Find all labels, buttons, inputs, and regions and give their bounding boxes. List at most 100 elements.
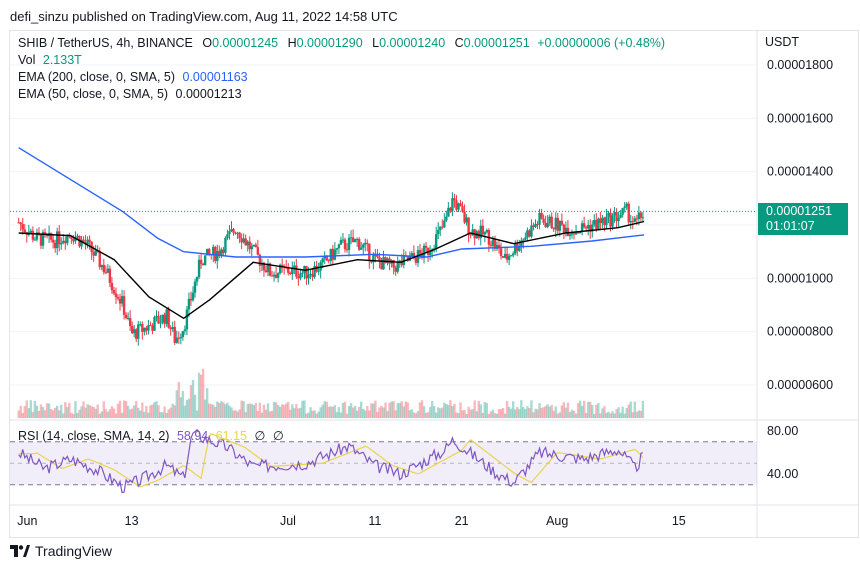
volume-bar bbox=[74, 400, 77, 418]
ema200-label[interactable]: EMA (200, close, 0, SMA, 5) bbox=[18, 70, 176, 84]
candle-body bbox=[461, 206, 464, 212]
volume-bar bbox=[455, 412, 458, 418]
candle-body bbox=[623, 206, 626, 209]
candle-body bbox=[394, 267, 397, 272]
volume-bar bbox=[124, 401, 128, 418]
volume-bar bbox=[621, 406, 624, 418]
candle-body bbox=[51, 239, 55, 243]
candle-body bbox=[299, 273, 302, 279]
candle-body bbox=[501, 256, 505, 258]
candle-body bbox=[584, 227, 588, 229]
volume-bar bbox=[341, 402, 345, 418]
candle-body bbox=[19, 222, 22, 225]
volume-bar bbox=[613, 413, 616, 418]
volume-bar bbox=[378, 407, 381, 418]
candle-body bbox=[76, 235, 79, 238]
volume-bar bbox=[266, 403, 270, 418]
volume-bar bbox=[72, 413, 75, 418]
volume-bar bbox=[104, 409, 108, 418]
vol-label[interactable]: Vol bbox=[18, 53, 36, 67]
volume-bar bbox=[576, 403, 580, 418]
volume-bar bbox=[51, 410, 55, 418]
volume-bar bbox=[116, 403, 120, 418]
ema50-label[interactable]: EMA (50, close, 0, SMA, 5) bbox=[18, 87, 169, 101]
candle-body bbox=[378, 256, 381, 262]
candle-body bbox=[550, 216, 553, 229]
volume-bar bbox=[262, 404, 266, 418]
candle-body bbox=[307, 274, 310, 279]
volume-bar bbox=[489, 411, 493, 418]
volume-bar bbox=[400, 401, 403, 418]
volume-bar bbox=[252, 405, 255, 418]
candle-body bbox=[339, 240, 343, 245]
footer-brand[interactable]: TradingView bbox=[10, 543, 112, 559]
volume-bar bbox=[339, 412, 343, 418]
candle-body bbox=[224, 237, 227, 253]
volume-bar bbox=[580, 405, 584, 418]
candle-body bbox=[544, 222, 547, 228]
rsi-ma-line bbox=[18, 432, 644, 488]
volume-bar bbox=[412, 412, 416, 418]
volume-bar bbox=[390, 401, 393, 418]
candle-body bbox=[183, 329, 187, 332]
volume-bar bbox=[70, 412, 73, 418]
ema50-value: 0.00001213 bbox=[175, 87, 242, 101]
volume-bar bbox=[278, 406, 282, 418]
candle-body bbox=[593, 219, 596, 225]
candle-body bbox=[246, 241, 249, 246]
candle-body bbox=[627, 203, 630, 223]
candle-body bbox=[370, 261, 373, 263]
volume-bar bbox=[469, 409, 472, 418]
high-label: H bbox=[287, 36, 297, 50]
volume-bar bbox=[120, 412, 124, 418]
rsi-label[interactable]: RSI (14, close, SMA, 14, 2) bbox=[18, 429, 170, 443]
volume-bar bbox=[347, 405, 351, 418]
price-tick-label: 0.00000800 bbox=[767, 325, 833, 339]
candle-body bbox=[597, 218, 600, 229]
volume-bar bbox=[151, 404, 154, 418]
candle-body bbox=[309, 273, 312, 275]
candle-body bbox=[329, 248, 333, 261]
candle-body bbox=[143, 327, 146, 332]
symbol-label[interactable]: SHIB / TetherUS, 4h, BINANCE bbox=[18, 36, 193, 50]
candle-body bbox=[384, 257, 387, 264]
candle-body bbox=[560, 220, 564, 225]
candle-body bbox=[218, 250, 221, 256]
volume-bar bbox=[60, 404, 63, 418]
volume-bar bbox=[276, 405, 280, 418]
candle-body bbox=[538, 213, 541, 225]
candle-body bbox=[303, 265, 306, 273]
candle-body bbox=[437, 229, 440, 235]
publisher-line: defi_sinzu published on TradingView.com,… bbox=[10, 9, 398, 24]
volume-bar bbox=[574, 413, 578, 418]
candle-body bbox=[232, 229, 235, 233]
candle-body bbox=[234, 232, 237, 234]
volume-bar bbox=[169, 407, 172, 418]
volume-bar bbox=[432, 405, 436, 418]
candle-body bbox=[147, 325, 150, 331]
volume-bar bbox=[335, 412, 339, 418]
candle-body bbox=[151, 325, 154, 331]
candle-body bbox=[72, 238, 75, 242]
candle-body bbox=[21, 224, 24, 230]
volume-bar bbox=[392, 401, 395, 418]
volume-bar bbox=[321, 404, 324, 418]
candle-body bbox=[457, 203, 460, 210]
volume-bar bbox=[560, 405, 564, 418]
candle-body bbox=[264, 270, 268, 273]
candle-body bbox=[402, 255, 405, 266]
open-label: O bbox=[202, 36, 213, 50]
volume-bar bbox=[135, 401, 138, 418]
volume-bar bbox=[524, 409, 527, 418]
volume-bar bbox=[147, 412, 150, 418]
volume-bar bbox=[175, 390, 178, 418]
candle-body bbox=[633, 218, 637, 222]
volume-bar bbox=[287, 401, 290, 418]
volume-bar bbox=[420, 400, 424, 418]
volume-bar bbox=[509, 408, 513, 418]
volume-bar bbox=[76, 412, 79, 418]
candle-body bbox=[471, 229, 474, 236]
volume-bar bbox=[366, 405, 369, 418]
candle-body bbox=[499, 248, 503, 257]
